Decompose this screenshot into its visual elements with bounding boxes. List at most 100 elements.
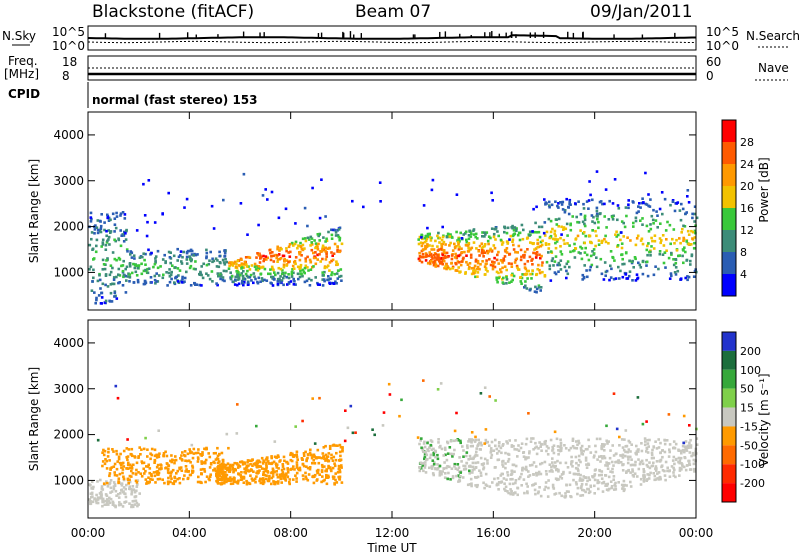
- power-cell: [291, 268, 294, 271]
- power-cell: [565, 276, 568, 280]
- power-cell: [240, 258, 243, 261]
- velocity-cell: [115, 467, 119, 471]
- velocity-cell: [183, 450, 187, 453]
- velocity-cell: [330, 453, 333, 457]
- velocity-cell: [203, 468, 206, 471]
- velocity-cell: [96, 501, 100, 505]
- velocity-cell: [142, 467, 145, 471]
- power-cell: [568, 198, 572, 202]
- power-cell: [518, 231, 522, 235]
- velocity-cell: [90, 487, 93, 490]
- velocity-cell: [625, 484, 628, 487]
- power-cell: [559, 268, 563, 271]
- power-cell: [418, 235, 422, 239]
- power-cell: [144, 263, 147, 266]
- velocity-cell: [553, 430, 557, 434]
- power-cell: [432, 253, 436, 257]
- power-cell: [553, 232, 556, 236]
- velocity-cell: [526, 491, 529, 495]
- power-cell: [660, 191, 664, 194]
- velocity-cell: [111, 503, 115, 506]
- velocity-cell: [587, 488, 590, 491]
- power-cell: [125, 229, 128, 233]
- power-cell: [620, 246, 624, 250]
- velocity-cell: [534, 441, 537, 445]
- power-cell: [585, 200, 589, 203]
- velocity-cell: [271, 467, 275, 471]
- power-cell: [243, 281, 246, 284]
- velocity-cell: [125, 467, 129, 470]
- power-cell: [563, 210, 567, 214]
- velocity-cell: [661, 469, 665, 472]
- velocity-cell: [125, 447, 129, 450]
- velocity-cell: [288, 481, 291, 484]
- power-cell: [310, 237, 314, 240]
- velocity-cell: [313, 442, 317, 445]
- velocity-cell: [310, 456, 314, 460]
- power-cell: [438, 236, 442, 240]
- velocity-cell: [531, 463, 534, 467]
- velocity-cell: [656, 477, 659, 480]
- velocity-cell: [448, 465, 451, 469]
- velocity-cell: [134, 499, 138, 503]
- power-cell: [205, 248, 208, 252]
- power-cell: [637, 261, 640, 265]
- power-cell: [474, 235, 477, 239]
- power-cell: [526, 260, 530, 263]
- power-cell: [619, 269, 622, 273]
- velocity-cell: [148, 480, 151, 484]
- power-cell: [659, 241, 662, 245]
- power-cell: [627, 274, 631, 278]
- velocity-cell: [295, 463, 299, 467]
- power-cell: [493, 261, 496, 264]
- velocity-cell: [550, 468, 553, 472]
- power-cell: [687, 242, 690, 246]
- power-cell: [263, 258, 266, 261]
- power-cell: [442, 259, 446, 263]
- velocity-cell: [579, 460, 582, 464]
- power-cell: [502, 259, 506, 262]
- power-cell: [92, 268, 95, 272]
- power-cell: [267, 272, 270, 276]
- power-cell: [513, 226, 517, 229]
- velocity-cell: [152, 471, 156, 474]
- power-cell: [485, 262, 488, 265]
- power-cell: [506, 242, 509, 245]
- velocity-cell: [593, 473, 597, 476]
- velocity-cell: [228, 467, 232, 470]
- velocity-cell: [465, 451, 469, 454]
- velocity-cell: [593, 478, 597, 482]
- velocity-cell: [570, 462, 573, 466]
- power-cell: [641, 223, 644, 226]
- power-cell: [142, 269, 146, 273]
- power-cell: [312, 251, 315, 255]
- power-cell: [459, 270, 462, 273]
- velocity-cell: [270, 471, 273, 475]
- power-cell: [316, 248, 320, 251]
- power-cell: [528, 230, 532, 234]
- power-cell: [171, 264, 174, 267]
- velocity-cell: [192, 447, 196, 451]
- power-cell: [338, 250, 341, 254]
- velocity-cell: [328, 447, 332, 450]
- velocity-cell: [604, 464, 607, 467]
- power-cell: [99, 287, 102, 290]
- velocity-cell: [331, 475, 335, 478]
- power-cell: [202, 262, 205, 266]
- power-cell: [105, 241, 109, 244]
- velocity-cell: [346, 426, 350, 430]
- velocity-cell: [436, 468, 439, 471]
- power-cell: [299, 266, 302, 269]
- velocity-cell: [517, 449, 521, 452]
- velocity-cell: [630, 443, 633, 446]
- velocity-cell: [223, 480, 226, 484]
- power-cell: [301, 274, 304, 278]
- velocity-cell: [468, 472, 471, 475]
- power-cell: [119, 214, 122, 217]
- power-cell: [648, 250, 651, 254]
- velocity-cell: [255, 465, 259, 469]
- power-cell: [105, 229, 108, 233]
- power-cell: [539, 240, 543, 244]
- power-cell: [640, 237, 644, 241]
- velocity-cell: [252, 470, 255, 473]
